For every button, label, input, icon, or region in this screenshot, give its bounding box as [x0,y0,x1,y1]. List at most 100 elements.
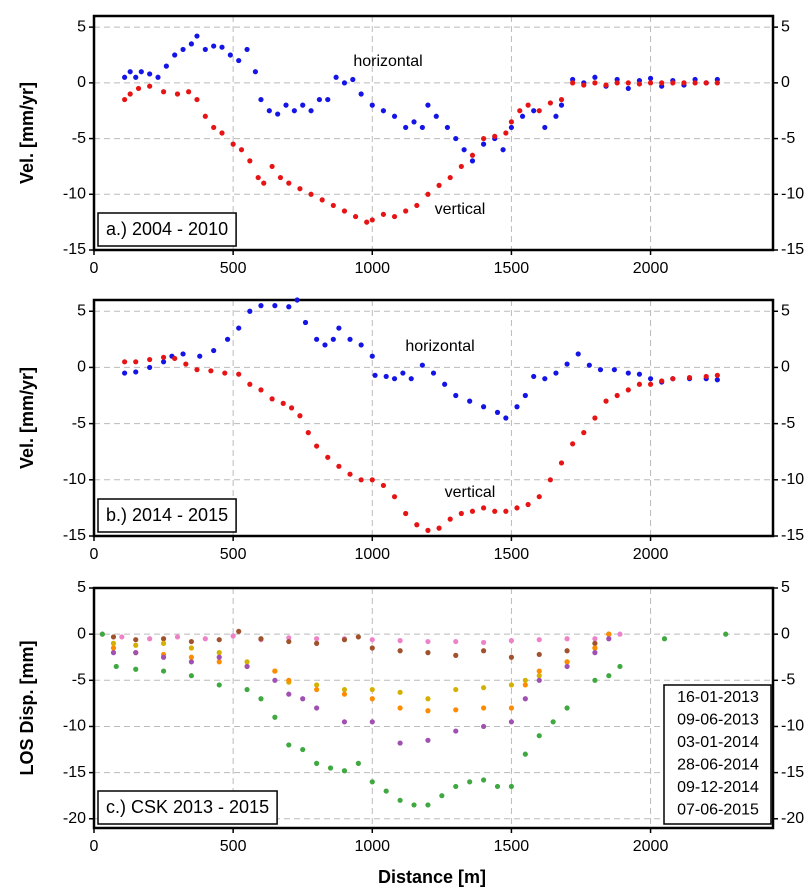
point [564,659,570,665]
point [508,124,515,131]
point [269,163,275,170]
point [647,80,654,86]
point [592,415,598,421]
y-tick-label: -15 [63,764,86,781]
point [617,631,623,637]
point [341,686,348,693]
legend-entry: 03-01-2014 [677,734,759,751]
point [636,81,643,87]
point [503,130,509,136]
point [133,369,139,375]
point [194,367,200,373]
point [453,392,459,399]
point [300,102,306,108]
point [514,505,520,511]
point [670,376,676,382]
point [525,102,531,108]
point [447,174,453,181]
point [508,719,515,725]
point [369,477,375,483]
legend-entry: 16-01-2013 [677,689,759,706]
point [319,197,325,203]
point [425,527,431,533]
point [133,359,139,365]
x-tick-label: 1000 [354,546,390,563]
point [380,211,387,217]
y-tick-label-right: 5 [781,18,790,35]
point [341,80,348,86]
point [238,147,245,153]
point [122,370,128,376]
point [133,74,139,80]
point [314,636,320,642]
point [236,325,242,331]
point [155,74,161,80]
point [147,364,153,371]
point [333,74,339,80]
point [536,673,542,679]
point [453,135,459,142]
point [542,376,548,382]
x-tick-label: 500 [220,260,247,277]
point [480,135,487,142]
point [570,441,576,447]
point [369,686,375,693]
x-tick-label: 0 [90,838,99,855]
point [636,381,643,387]
point [597,367,604,373]
y-tick-label-right: -10 [781,471,804,488]
x-tick-label: 1500 [494,838,530,855]
point [275,111,281,117]
legend-entry: 28-06-2014 [677,757,759,774]
point [453,707,459,713]
point [127,69,133,75]
point [480,648,487,654]
point [461,147,467,153]
point [216,654,222,660]
point [122,96,128,103]
point [517,108,523,114]
point [347,471,353,477]
point [458,163,464,170]
point [625,85,631,92]
point [453,638,459,645]
point [258,696,264,702]
point [358,342,364,348]
point [531,373,537,380]
point [425,737,431,743]
point [272,303,278,309]
point [508,638,515,644]
point [442,381,448,387]
point [188,654,194,660]
point [308,108,314,114]
point [467,779,473,785]
y-tick-label-right: 0 [781,625,790,642]
point [110,634,117,640]
point [122,359,128,365]
point [244,686,250,693]
point [327,765,334,771]
point [216,659,222,665]
point [575,351,581,357]
point [411,119,417,125]
y-tick-label-right: 5 [781,302,790,319]
point [397,797,403,803]
x-tick-label: 500 [220,546,247,563]
point [606,673,612,679]
point [216,650,222,656]
point [197,353,203,359]
point [480,404,487,410]
point [542,124,548,131]
point [508,119,515,125]
x-tick-label: 1500 [494,260,530,277]
series-label: horizontal [405,338,474,355]
y-tick-label: -20 [63,810,86,827]
point [425,708,431,714]
y-tick-label-right: -15 [781,764,804,781]
point [314,443,320,449]
point [347,336,353,342]
point [500,147,506,153]
point [133,666,139,672]
point [247,308,253,314]
point [308,191,314,197]
